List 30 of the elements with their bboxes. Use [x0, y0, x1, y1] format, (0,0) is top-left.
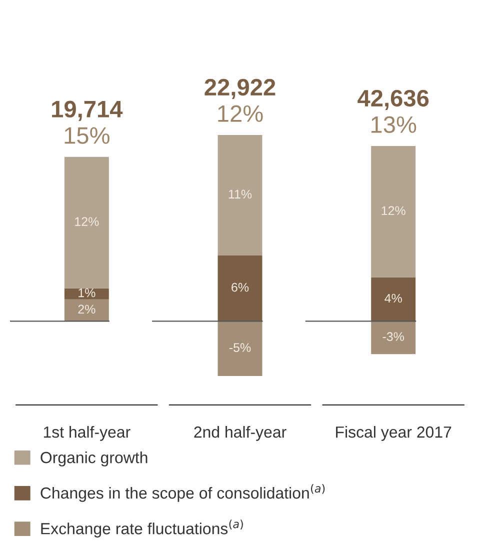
x-tick-label: 2nd half-year — [194, 426, 286, 441]
total-label: 12% — [218, 105, 263, 122]
x-tick-label: 1st half-year — [44, 426, 130, 441]
text: 42,636 — [358, 90, 429, 110]
data-label: 1% — [78, 288, 96, 298]
data-label: -3% — [382, 332, 404, 342]
bar — [218, 321, 262, 376]
bar — [371, 146, 416, 278]
bar — [218, 135, 262, 256]
bar — [64, 299, 109, 322]
bar — [371, 277, 416, 322]
data-label: 12% — [382, 206, 406, 215]
bar — [371, 321, 416, 354]
text: 19,714 — [52, 100, 123, 121]
data-label: 2% — [78, 304, 96, 314]
data-label: 6% — [232, 282, 249, 292]
data-label: -5% — [229, 343, 251, 352]
bar — [64, 288, 109, 300]
legend-label: Organic growth — [40, 452, 148, 466]
data-label: 11% — [228, 190, 252, 199]
legend-label: Exchange rate fluctuations$^{(a)}$ — [41, 520, 243, 538]
total-label: 13% — [372, 116, 416, 133]
total-label: 15% — [64, 127, 110, 144]
bar — [64, 156, 109, 288]
bar — [218, 256, 262, 322]
x-tick-label: Fiscal year 2017 — [336, 426, 452, 441]
data-label: 4% — [384, 294, 402, 303]
legend-label: Changes in the scope of consolidation$^{(a)}$ — [40, 484, 325, 502]
text: 22,922 — [204, 78, 276, 100]
data-label: 12% — [75, 217, 99, 226]
